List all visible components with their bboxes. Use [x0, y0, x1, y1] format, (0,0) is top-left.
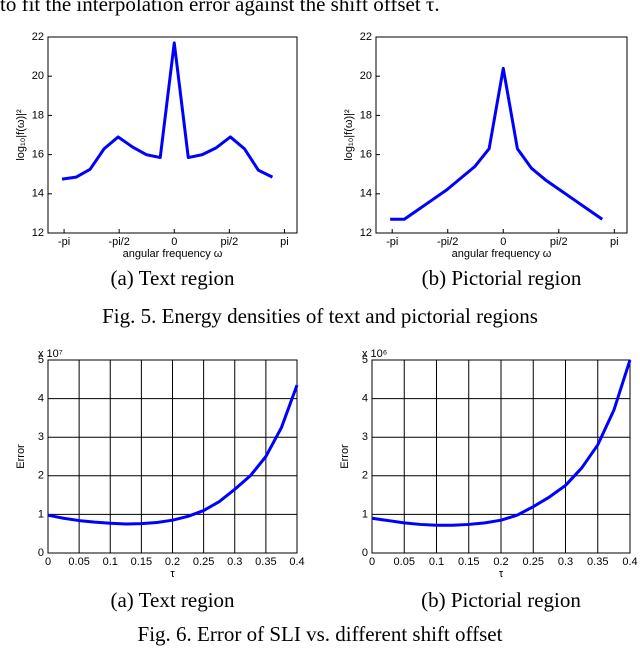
y-axis-label: Error: [15, 444, 27, 469]
x-tick-label: pi/2: [220, 236, 238, 248]
y-tick-label: 3: [38, 431, 44, 443]
y-tick-label: 16: [32, 149, 44, 161]
subcaption: (b) Pictorial region: [421, 588, 581, 612]
x-tick-label: 0.25: [523, 556, 544, 568]
y-tick-label: 14: [360, 188, 372, 200]
x-tick-label: 0.4: [622, 556, 637, 568]
subcaption: (a) Text region: [110, 588, 235, 612]
x-tick-label: pi/2: [550, 236, 568, 248]
x-tick-label: pi: [610, 236, 619, 248]
x-tick-label: 0.2: [493, 556, 508, 568]
y-tick-label: 1: [38, 508, 44, 520]
x-tick-label: 0.1: [429, 556, 444, 568]
x-tick-label: 0: [500, 236, 506, 248]
x-tick-label: 0.3: [558, 556, 573, 568]
x-tick-label: 0.35: [255, 556, 276, 568]
y-tick-label: 4: [38, 393, 44, 405]
x-tick-label: 0.05: [68, 556, 89, 568]
x-tick-label: 0.4: [289, 556, 304, 568]
subcaption: (a) Text region: [110, 266, 235, 290]
y-axis-label: log₁₀|f(ω)|²: [343, 109, 355, 161]
x-tick-label: 0.2: [165, 556, 180, 568]
subcaption: (b) Pictorial region: [422, 266, 582, 290]
x-tick-label: pi: [280, 236, 289, 248]
x-tick-label: 0.35: [587, 556, 608, 568]
figure-caption: Fig. 5. Energy densities of text and pic…: [102, 304, 538, 328]
y-tick-label: 0: [38, 547, 44, 559]
plot-area: [375, 36, 628, 234]
axis-multiplier: x 10⁶: [362, 348, 387, 360]
x-tick-label: 0.1: [103, 556, 118, 568]
y-tick-label: 22: [32, 31, 44, 43]
y-tick-label: 3: [362, 431, 368, 443]
axis-multiplier: x 10⁷: [38, 348, 63, 360]
data-line: [390, 66, 604, 221]
x-tick-label: 0: [45, 556, 51, 568]
x-tick-label: -pi/2: [437, 236, 458, 248]
figure-caption: Fig. 6. Error of SLI vs. different shift…: [138, 622, 503, 646]
x-tick-label: 0.15: [131, 556, 152, 568]
y-tick-label: 18: [360, 109, 372, 121]
y-tick-label: 5: [362, 354, 368, 366]
y-tick-label: 5: [38, 354, 44, 366]
x-tick-label: 0.25: [193, 556, 214, 568]
y-tick-label: 22: [360, 31, 372, 43]
header-text: to fit the interpolation error against t…: [0, 0, 440, 16]
y-tick-label: 2: [38, 470, 44, 482]
y-tick-label: 20: [360, 70, 372, 82]
data-line: [61, 41, 274, 181]
x-tick-label: -pi: [386, 236, 398, 248]
x-axis-label: angular frequency ω: [123, 248, 223, 260]
data-line: [47, 384, 299, 526]
x-tick-label: 0.3: [227, 556, 242, 568]
y-tick-label: 12: [360, 227, 372, 239]
y-tick-label: 20: [32, 70, 44, 82]
x-tick-label: 0: [369, 556, 375, 568]
y-tick-label: 0: [362, 547, 368, 559]
x-tick-label: 0.05: [394, 556, 415, 568]
x-tick-label: -pi: [58, 236, 70, 248]
x-tick-label: 0.15: [458, 556, 479, 568]
plot-area: [47, 36, 298, 234]
data-line: [371, 359, 632, 527]
y-axis-label: Error: [339, 444, 351, 469]
y-tick-label: 12: [32, 227, 44, 239]
x-axis-label: τ: [499, 568, 504, 580]
y-tick-label: 2: [362, 470, 368, 482]
y-tick-label: 16: [360, 149, 372, 161]
x-axis-label: angular frequency ω: [452, 248, 552, 260]
x-tick-label: -pi/2: [108, 236, 129, 248]
x-tick-label: 0: [171, 236, 177, 248]
y-tick-label: 4: [362, 393, 368, 405]
y-tick-label: 14: [32, 188, 44, 200]
y-tick-label: 18: [32, 109, 44, 121]
y-tick-label: 1: [362, 508, 368, 520]
x-axis-label: τ: [170, 568, 175, 580]
y-axis-label: log₁₀|f(ω)|²: [15, 109, 27, 161]
